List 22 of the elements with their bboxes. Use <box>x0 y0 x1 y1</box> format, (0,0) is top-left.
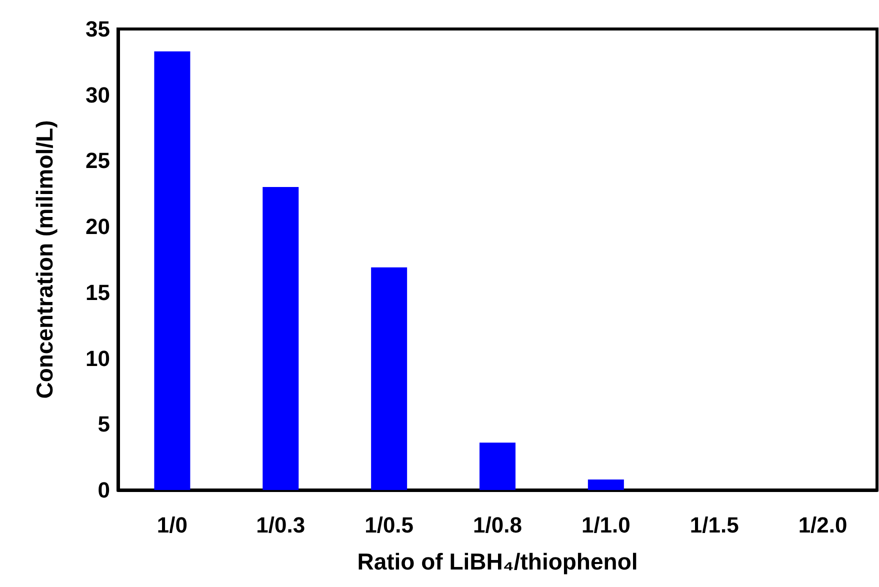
bar <box>588 479 624 490</box>
y-tick-label: 10 <box>86 346 110 371</box>
x-tick-label: 1/0 <box>156 512 188 538</box>
x-tick-label: 1/1.5 <box>690 512 739 538</box>
y-tick-label: 15 <box>86 280 110 305</box>
y-tick-label: 30 <box>86 82 110 108</box>
y-tick-label: 20 <box>86 214 110 240</box>
y-axis-title: Concentration (milimol/L) <box>32 120 58 399</box>
bar <box>262 187 299 490</box>
x-tick-label: 1/1.0 <box>581 512 630 538</box>
y-tick-label: 5 <box>98 412 110 437</box>
x-axis-title: Ratio of LiBH₄/thiophenol <box>357 548 638 574</box>
bar <box>371 267 408 490</box>
x-tick-label: 1/0.5 <box>364 512 414 538</box>
y-tick-label: 25 <box>86 148 110 174</box>
y-tick-label: 0 <box>98 478 110 502</box>
y-tick-label: 35 <box>86 16 110 42</box>
x-tick-label: 1/2.0 <box>798 512 848 538</box>
bar <box>480 442 516 490</box>
x-tick-label: 1/0.3 <box>256 512 306 538</box>
bar <box>154 51 190 490</box>
x-tick-label: 1/0.8 <box>473 512 522 538</box>
